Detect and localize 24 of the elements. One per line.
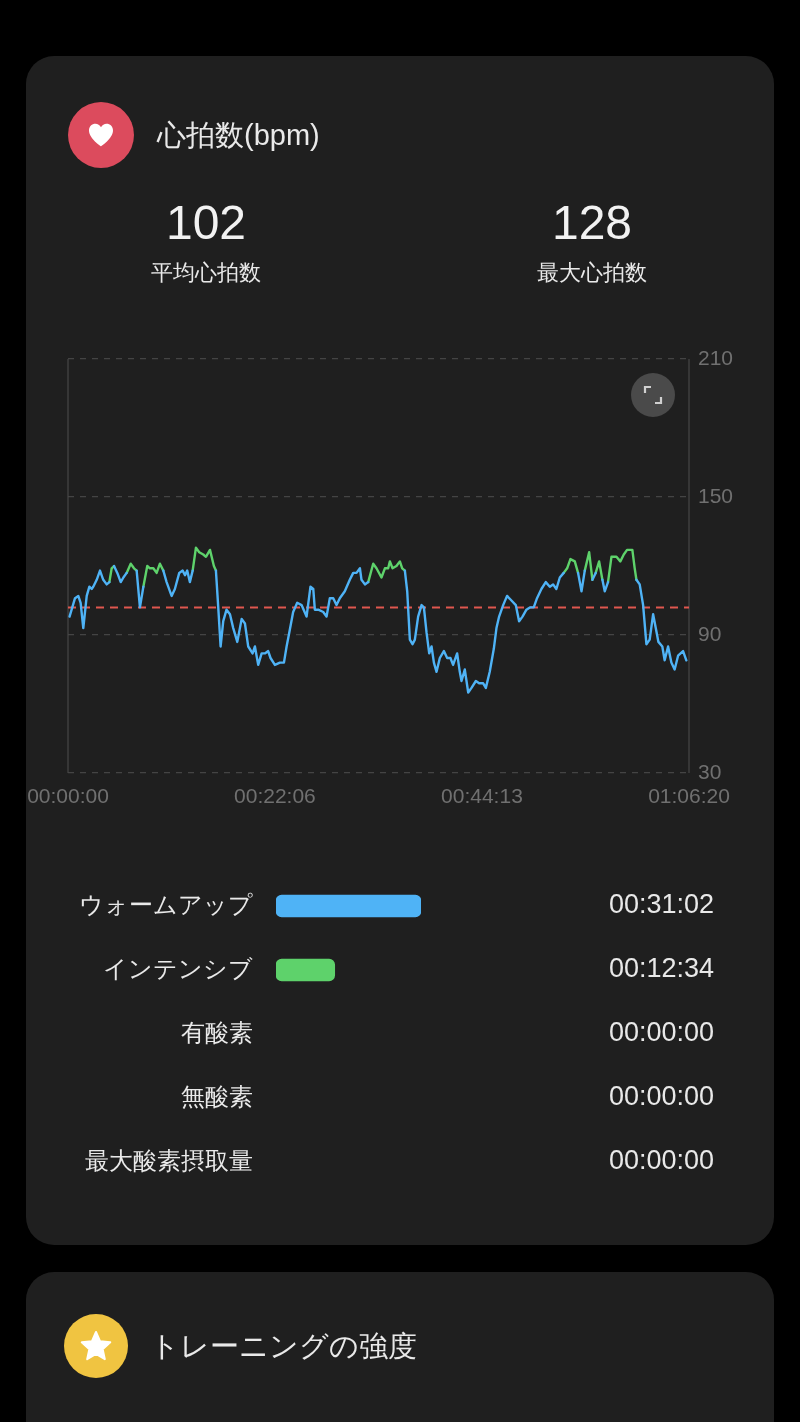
text: 102 — [164, 196, 248, 249]
x-tick-label: 00:00:00 — [27, 784, 109, 808]
y-tick-label: 無酸素 — [181, 1082, 253, 1110]
text: 128 — [550, 196, 634, 249]
y-tick-label: 30 — [698, 759, 722, 783]
text: 平均心拍数 — [150, 260, 262, 286]
y-tick-label: 最大酸素摂取量 — [85, 1146, 253, 1174]
y-tick-label: 有酸素 — [181, 1018, 253, 1046]
y-tick-label: 210 — [698, 345, 734, 369]
data-label: 00:00:00 — [609, 1017, 715, 1048]
chart-title: 心拍数(bpm) — [157, 118, 320, 153]
text: トレーニングの強度 — [150, 1329, 417, 1364]
data-label: 00:12:34 — [609, 953, 715, 984]
data-label: 00:00:00 — [609, 1145, 715, 1176]
y-tick-label: インテンシブ — [103, 954, 253, 982]
data-label: 00:31:02 — [609, 889, 715, 920]
y-tick-label: ウォームアップ — [79, 890, 253, 918]
data-label: 00:00:00 — [609, 1081, 715, 1112]
x-tick-label: 00:22:06 — [234, 784, 316, 808]
x-tick-label: 01:06:20 — [648, 784, 730, 808]
y-tick-label: 150 — [698, 483, 734, 507]
y-tick-label: 90 — [698, 621, 722, 645]
text: 最大心拍数 — [536, 260, 648, 286]
x-tick-label: 00:44:13 — [441, 784, 523, 808]
